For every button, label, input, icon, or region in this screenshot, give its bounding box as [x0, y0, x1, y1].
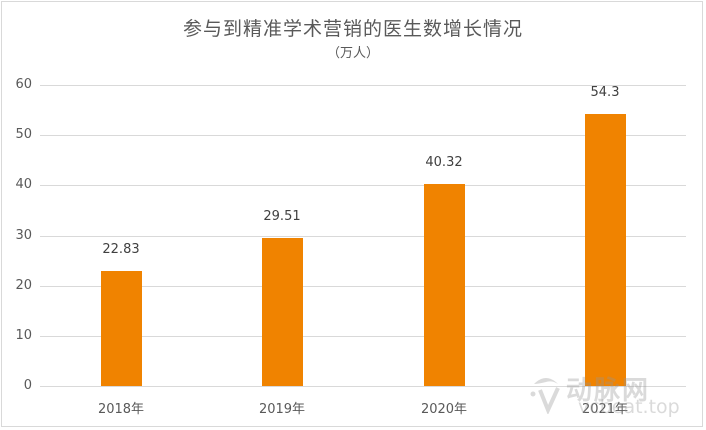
bar: [585, 114, 626, 386]
gridline: [40, 386, 686, 387]
y-tick-label: 40: [15, 177, 32, 192]
data-label: 22.83: [102, 242, 140, 257]
chart-subtitle: （万人）: [326, 46, 379, 61]
y-tick-label: 10: [15, 328, 32, 343]
y-tick-label: 60: [15, 77, 32, 92]
y-tick-label: 20: [15, 278, 32, 293]
y-tick-label: 50: [15, 127, 32, 142]
bar: [101, 271, 142, 386]
data-label: 54.3: [590, 85, 620, 100]
chart-title: 参与到精准学术营销的医生数增长情况: [182, 18, 523, 40]
x-tick-label: 2018年: [97, 402, 145, 417]
gridline: [40, 286, 686, 287]
gridline: [40, 236, 686, 237]
data-label: 29.51: [263, 209, 301, 224]
y-tick-label: 30: [15, 228, 32, 243]
x-tick-label: 2020年: [420, 402, 468, 417]
gridline: [40, 85, 686, 86]
gridline: [40, 336, 686, 337]
y-tick-label: 0: [23, 378, 32, 393]
x-tick-label: 2021年: [581, 402, 629, 417]
bar: [262, 238, 303, 386]
bar: [424, 184, 465, 386]
gridline: [40, 185, 686, 186]
data-label: 40.32: [425, 155, 463, 170]
gridline: [40, 135, 686, 136]
x-tick-label: 2019年: [258, 402, 306, 417]
